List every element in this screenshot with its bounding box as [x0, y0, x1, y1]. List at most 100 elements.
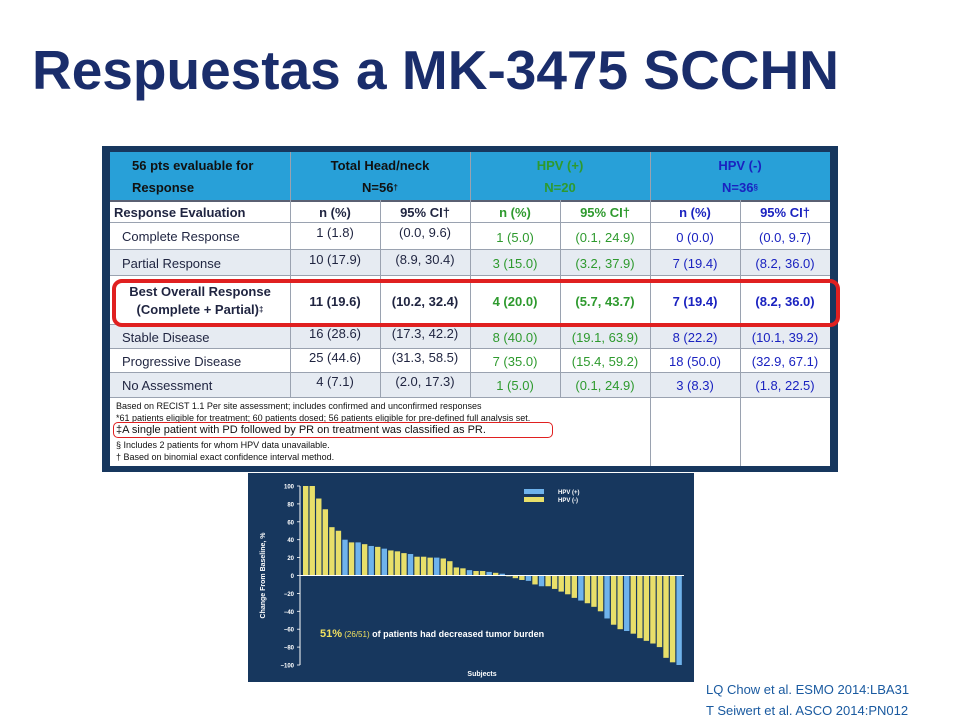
grid-line	[470, 152, 471, 397]
x-axis-label: Subjects	[467, 671, 496, 678]
subheader-n2: n (%)	[499, 204, 531, 220]
row-complete-ci1: (0.0, 9.6)	[398, 224, 452, 240]
bar-hpv-negative	[512, 575, 519, 579]
row-noassess-n1: 4 (7.1)	[316, 373, 354, 389]
row-partial-n1: 10 (17.9)	[308, 251, 362, 267]
grid-line	[380, 200, 381, 397]
row-noassess-ci1: (2.0, 17.3)	[395, 373, 455, 389]
header-col0-line1: 56 pts evaluable for	[110, 154, 290, 176]
bar-hpv-negative	[551, 575, 558, 589]
bar-hpv-negative	[335, 530, 342, 576]
row-best-ci1: (10.2, 32.4)	[391, 293, 459, 309]
bar-hpv-negative	[440, 558, 446, 576]
y-tick-label: −20	[284, 592, 295, 598]
y-tick-label: −100	[280, 664, 294, 670]
legend-label-hpv-positive: HPV (+)	[558, 490, 580, 496]
y-tick-label: 80	[287, 502, 294, 508]
row-progressive-label: Progressive Disease	[122, 353, 242, 369]
bar-hpv-negative	[669, 575, 676, 663]
waterfall-chart-svg: 100 80 60 40 20 0 −20 −40 −60 −80 −100 Change From…	[260, 485, 684, 678]
y-tick-label: 20	[287, 556, 294, 562]
bar-hpv-positive	[381, 548, 387, 576]
row-best-label2-text: (Complete + Partial)	[136, 301, 259, 317]
subheader-n3: n (%)	[679, 204, 711, 220]
row-best-label2: (Complete + Partial) ‡	[110, 300, 290, 318]
row-partial-ci1: (8.9, 30.4)	[395, 251, 455, 267]
row-best-mark: ‡	[259, 304, 264, 314]
y-axis-label: Change From Baseline, %	[260, 532, 267, 619]
bar-hpv-positive	[538, 575, 545, 587]
row-progressive-ci3: (32.9, 67.1)	[751, 353, 819, 369]
bar-hpv-negative	[388, 550, 394, 576]
header-total-mark: †	[393, 182, 398, 192]
bar-hpv-positive	[342, 539, 348, 576]
bar-hpv-negative	[309, 486, 315, 576]
bar-hpv-positive	[578, 575, 584, 601]
bar-hpv-negative	[519, 575, 525, 580]
row-stable-n1: 16 (28.6)	[308, 325, 362, 341]
bar-hpv-negative	[375, 546, 381, 576]
footnote-binomial: † Based on binomial exact confidence int…	[116, 452, 335, 462]
footnote-highlight	[113, 422, 553, 438]
subheader-n1: n (%)	[319, 204, 351, 220]
row-partial-ci3: (8.2, 36.0)	[755, 255, 815, 271]
header-hpvpos-line2: N=20	[470, 176, 650, 198]
legend-swatch-hpv-positive	[524, 489, 544, 494]
y-tick-label: −80	[284, 646, 295, 652]
subheader-ci3: 95% CI†	[760, 204, 810, 220]
bar-hpv-positive	[407, 554, 414, 576]
bar-hpv-positive	[434, 557, 440, 576]
bar-hpv-negative	[361, 544, 368, 576]
row-progressive-n3: 18 (50.0)	[668, 353, 722, 369]
grid-line	[740, 200, 741, 466]
footnote-single-patient: ‡A single patient with PD followed by PR…	[116, 424, 486, 436]
annotation-count: (26/51)	[342, 630, 370, 639]
bar-hpv-positive	[355, 542, 361, 576]
legend-swatch-hpv-negative	[524, 497, 544, 502]
bar-hpv-negative	[460, 568, 466, 576]
bar-hpv-negative	[545, 575, 551, 587]
bar-hpv-negative	[447, 561, 453, 576]
row-partial-label: Partial Response	[122, 255, 221, 271]
bar-hpv-positive	[486, 571, 492, 576]
row-noassess-label: No Assessment	[122, 378, 213, 393]
header-hpvneg-n: N=36	[722, 179, 754, 195]
row-best-label: Best Overall Response	[129, 283, 271, 299]
bar-hpv-negative	[303, 486, 309, 576]
bar-hpv-negative	[610, 575, 617, 625]
bar-hpv-negative	[401, 553, 407, 576]
bar-hpv-negative	[394, 551, 401, 576]
header-hpvneg-line1: HPV (-)	[650, 154, 830, 176]
row-stable-ci3: (10.1, 39.2)	[751, 329, 819, 345]
bar-hpv-negative	[473, 571, 479, 576]
bar-hpv-negative	[584, 575, 591, 604]
bar-hpv-negative	[630, 575, 636, 634]
grid-line	[110, 397, 830, 398]
references: LQ Chow et al. ESMO 2014:LBA31 T Seiwert…	[706, 679, 909, 721]
bar-hpv-negative	[617, 575, 623, 630]
decreased-burden-annotation: 51% (26/51) of patients had decreased tu…	[320, 628, 544, 640]
bar-hpv-negative	[493, 572, 499, 576]
page-title: Respuestas a MK-3475 SCCHN	[32, 39, 839, 101]
y-tick-label: 60	[287, 520, 294, 526]
best-response-highlight	[112, 279, 840, 327]
bar-hpv-positive	[368, 545, 374, 576]
bar-hpv-positive	[676, 575, 682, 665]
legend-label-hpv-negative: HPV (-)	[558, 498, 578, 504]
row-complete-ci2: (0.1, 24.9)	[575, 229, 635, 245]
header-total-n: N=56	[362, 179, 394, 195]
footnote-patients: *61 patients eligible for treatment; 60 …	[116, 413, 531, 423]
header-total-line2: N=56 †	[290, 176, 470, 198]
bar-hpv-negative	[656, 575, 663, 648]
row-stable-label: Stable Disease	[122, 329, 210, 345]
y-tick-label: −40	[284, 610, 295, 616]
row-stable-n3: 8 (22.2)	[672, 329, 718, 345]
bar-hpv-positive	[466, 570, 473, 576]
bar-hpv-negative	[329, 527, 335, 576]
row-noassess-ci3: (1.8, 22.5)	[755, 377, 815, 393]
bar-hpv-positive	[604, 575, 610, 619]
header-hpvneg-line2: N=36 §	[650, 176, 830, 198]
row-complete-ci3: (0.0, 9.7)	[758, 229, 812, 245]
bar-hpv-negative	[565, 575, 571, 595]
row-partial-ci2: (3.2, 37.9)	[575, 255, 635, 271]
